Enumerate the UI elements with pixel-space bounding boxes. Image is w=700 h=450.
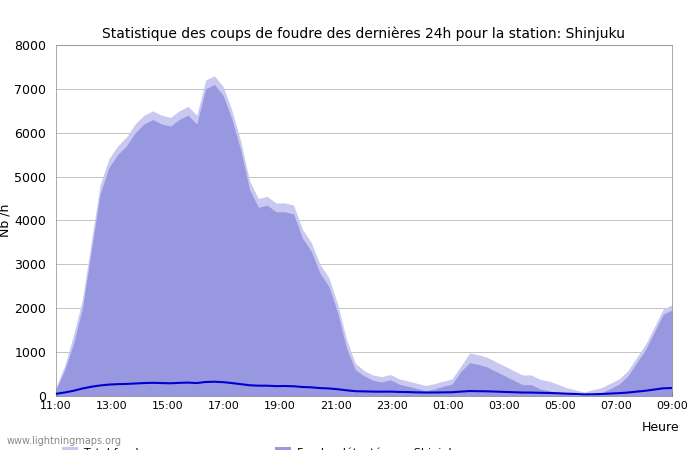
- Legend: Total foudre, Moyenne de toutes les stations, Foudre détectée par Shinjuku: Total foudre, Moyenne de toutes les stat…: [62, 447, 461, 450]
- Y-axis label: Nb /h: Nb /h: [0, 204, 11, 237]
- Text: Heure: Heure: [641, 421, 679, 434]
- Title: Statistique des coups de foudre des dernières 24h pour la station: Shinjuku: Statistique des coups de foudre des dern…: [102, 27, 626, 41]
- Text: www.lightningmaps.org: www.lightningmaps.org: [7, 436, 122, 446]
